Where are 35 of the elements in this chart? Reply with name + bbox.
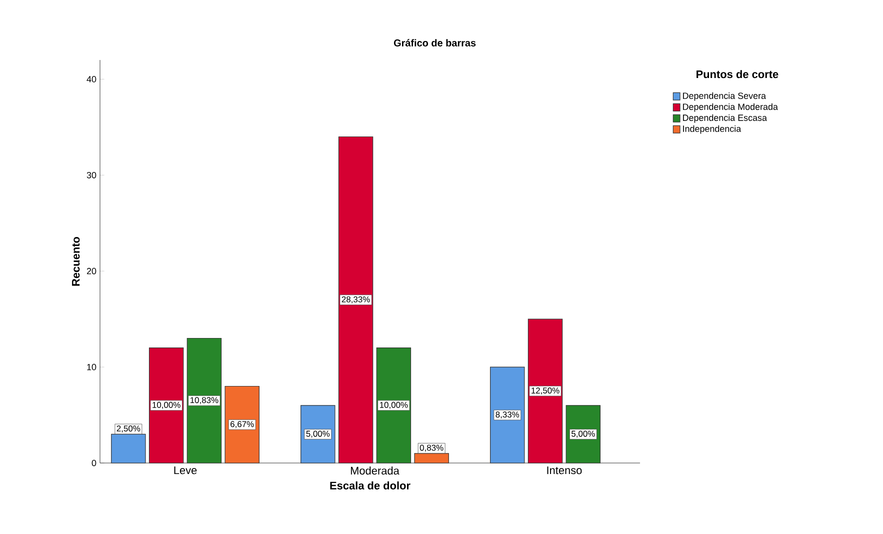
bar <box>414 453 449 464</box>
annotation: 12,50% <box>532 388 560 395</box>
annotation: 5,00% <box>572 430 595 438</box>
x-tick-label: Intenso <box>547 466 582 474</box>
bar <box>376 348 412 464</box>
annotation: 10,00% <box>152 402 180 409</box>
y-tick-label: 0 <box>92 460 96 466</box>
chart-title: Gráfico de barras <box>394 39 476 46</box>
legend-title: Puntos de corte <box>696 70 778 78</box>
legend-label: Independencia <box>683 125 742 134</box>
annotation: 0,83% <box>420 444 444 452</box>
x-axis-title: Escala de dolor <box>330 481 410 490</box>
annotation: 10,00% <box>380 402 408 409</box>
y-tick-label: 10 <box>87 364 96 370</box>
annotation: 10,83% <box>190 397 218 404</box>
legend-label: Dependencia Severa <box>683 92 766 101</box>
y-tick-label: 20 <box>86 268 96 274</box>
annotation: 6,67% <box>230 421 254 428</box>
bar <box>490 366 525 464</box>
annotation: 2,50% <box>116 426 140 433</box>
bar <box>528 318 563 464</box>
y-axis-title: Recuento <box>72 236 80 286</box>
legend-label: Dependencia Escasa <box>683 114 767 123</box>
x-tick-label: Leve <box>174 466 197 474</box>
annotation: 28,33% <box>342 296 370 304</box>
bar <box>111 434 146 464</box>
bar <box>186 338 222 464</box>
annotation: 8,33% <box>496 412 520 419</box>
bar <box>148 348 184 464</box>
bar <box>338 136 374 464</box>
y-tick-label: 40 <box>86 76 96 82</box>
annotation: 5,00% <box>306 430 330 438</box>
y-tick-label: 30 <box>86 172 96 178</box>
legend-label: Dependencia Moderada <box>683 103 778 112</box>
x-tick-label: Moderada <box>350 466 400 475</box>
